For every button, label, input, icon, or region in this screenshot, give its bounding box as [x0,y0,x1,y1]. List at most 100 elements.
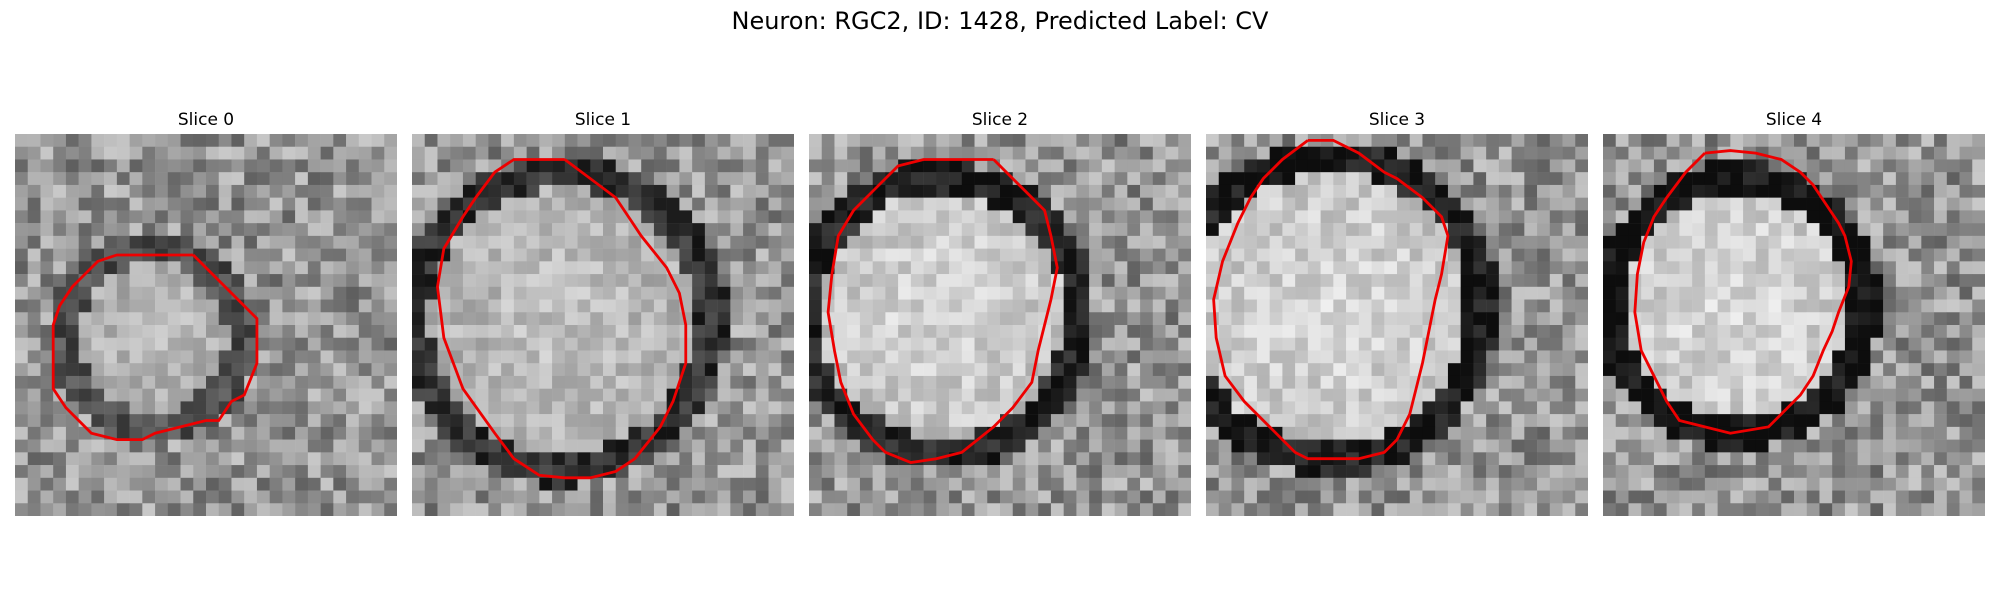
pixel [142,401,156,415]
pixel [987,197,1001,211]
pixel [1972,235,1985,249]
pixel [704,325,718,338]
pixel [666,248,680,262]
pixel [603,452,616,466]
pixel [923,426,937,440]
pixel [65,299,79,313]
pixel [628,414,642,428]
pixel [1883,363,1897,377]
pixel [1231,235,1245,249]
pixel [1076,223,1090,237]
pixel [1870,184,1884,198]
pixel [1358,388,1372,402]
pixel [501,388,515,402]
pixel [1870,146,1884,160]
pixel [1422,452,1436,466]
pixel [1946,223,1960,237]
pixel [116,312,130,326]
pixel [834,299,848,313]
pixel [1435,477,1449,491]
pixel [923,159,937,173]
pixel [704,375,718,389]
pixel [384,426,397,440]
pixel [590,184,604,198]
pixel [1794,210,1807,224]
pixel [1218,312,1232,326]
pixel [755,235,769,249]
pixel [717,248,731,262]
pixel [104,388,118,402]
pixel [615,337,629,351]
pixel [27,350,41,364]
pixel [155,261,169,275]
pixel [307,426,321,440]
pixel [1473,350,1487,364]
pixel [129,146,143,160]
pixel [295,490,309,504]
pixel [1140,210,1154,224]
pixel [526,363,540,377]
pixel [628,299,642,313]
pixel [384,134,397,147]
pixel [1012,274,1026,288]
pixel [1819,274,1833,288]
pixel [142,503,156,516]
pixel [155,325,169,338]
pixel [1346,146,1360,160]
pixel [885,375,899,389]
pixel [974,146,988,160]
pixel [1883,337,1897,351]
pixel [781,503,794,516]
pixel [1076,325,1090,338]
pixel [1460,375,1474,389]
pixel [1794,401,1807,415]
pixel [809,350,822,364]
pixel [1295,223,1309,237]
pixel [1473,184,1487,198]
pixel [949,210,963,224]
pixel [1165,159,1179,173]
pixel [1549,172,1563,186]
pixel [1934,261,1948,275]
pixel [1755,452,1769,466]
pixel [91,235,105,249]
pixel [358,299,372,313]
pixel [1666,337,1680,351]
pixel [590,426,604,440]
pixel [628,477,642,491]
pixel [1615,503,1629,516]
pixel [40,426,54,440]
pixel [1101,401,1115,415]
pixel [1409,286,1423,300]
pixel [1178,248,1191,262]
pixel [1819,439,1833,453]
pixel [1615,337,1629,351]
pixel [1537,363,1551,377]
pixel [1511,261,1525,275]
pixel [1140,503,1154,516]
pixel [193,452,207,466]
pixel [1371,388,1385,402]
pixel [1511,490,1525,504]
pixel [1101,159,1115,173]
pixel [256,248,270,262]
pixel [1333,337,1347,351]
pixel [1921,210,1935,224]
pixel [488,197,502,211]
pixel [78,210,92,224]
pixel [1743,325,1757,338]
pixel [180,325,194,338]
pixel [1473,223,1487,237]
pixel [307,223,321,237]
pixel [768,325,782,338]
pixel [730,452,744,466]
pixel [1615,490,1629,504]
pixel [1486,490,1500,504]
pixel [256,439,270,453]
pixel [1012,197,1026,211]
pixel [1460,159,1474,173]
pixel [743,223,757,237]
pixel [1050,465,1064,479]
pixel [936,363,950,377]
pixel [1473,503,1487,516]
